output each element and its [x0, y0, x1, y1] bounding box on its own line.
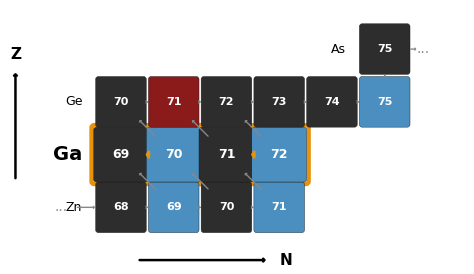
Text: 68: 68 — [113, 202, 129, 212]
Text: ...: ... — [417, 42, 430, 56]
Text: 71: 71 — [218, 148, 235, 161]
FancyBboxPatch shape — [359, 76, 410, 127]
FancyBboxPatch shape — [148, 182, 199, 233]
Text: Ge: Ge — [65, 95, 82, 108]
FancyBboxPatch shape — [307, 76, 357, 127]
Text: Ga: Ga — [53, 145, 82, 164]
Text: 75: 75 — [377, 97, 392, 107]
Text: 73: 73 — [272, 97, 287, 107]
FancyBboxPatch shape — [254, 76, 304, 127]
FancyBboxPatch shape — [146, 127, 201, 182]
Text: Z: Z — [10, 47, 21, 62]
FancyBboxPatch shape — [252, 127, 307, 182]
Text: 70: 70 — [219, 202, 234, 212]
Text: 71: 71 — [272, 202, 287, 212]
FancyBboxPatch shape — [93, 127, 148, 182]
Text: 69: 69 — [166, 202, 182, 212]
Text: 72: 72 — [271, 148, 288, 161]
Text: Zn: Zn — [66, 201, 82, 214]
FancyBboxPatch shape — [201, 182, 252, 233]
Text: 75: 75 — [377, 44, 392, 54]
FancyBboxPatch shape — [359, 24, 410, 75]
FancyBboxPatch shape — [199, 127, 254, 182]
Text: As: As — [331, 42, 346, 56]
Text: ...: ... — [55, 200, 68, 214]
Text: 72: 72 — [219, 97, 234, 107]
Text: 70: 70 — [113, 97, 128, 107]
FancyBboxPatch shape — [96, 76, 146, 127]
Text: 69: 69 — [112, 148, 129, 161]
Text: 70: 70 — [165, 148, 182, 161]
FancyBboxPatch shape — [254, 182, 304, 233]
Text: 74: 74 — [324, 97, 340, 107]
FancyBboxPatch shape — [201, 76, 252, 127]
Text: N: N — [279, 253, 292, 268]
FancyBboxPatch shape — [148, 76, 199, 127]
FancyBboxPatch shape — [96, 182, 146, 233]
Text: 71: 71 — [166, 97, 182, 107]
